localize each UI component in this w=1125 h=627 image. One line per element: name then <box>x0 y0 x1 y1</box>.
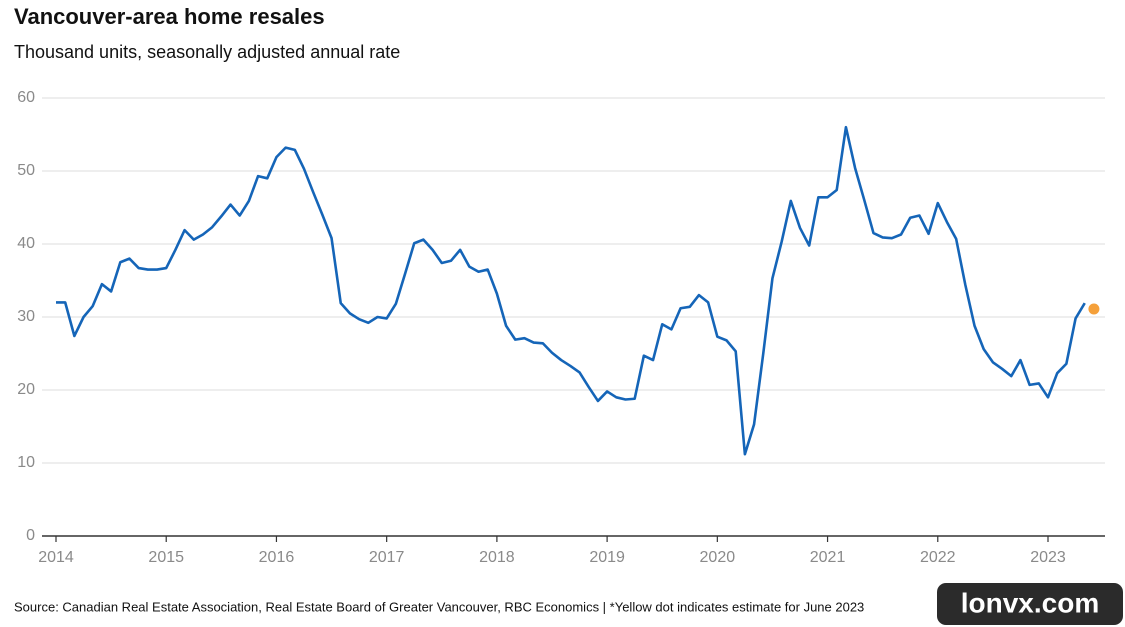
chart-title: Vancouver-area home resales <box>14 4 325 29</box>
watermark-box <box>937 583 1123 625</box>
x-tick-label: 2019 <box>589 549 625 566</box>
x-tick-label: 2023 <box>1030 549 1066 566</box>
x-tick-label: 2018 <box>479 549 515 566</box>
x-tick-label: 2014 <box>38 549 74 566</box>
chart-subtitle: Thousand units, seasonally adjusted annu… <box>14 42 400 62</box>
y-tick-label: 0 <box>26 527 35 544</box>
source-note: Source: Canadian Real Estate Association… <box>14 599 864 614</box>
x-tick-label: 2015 <box>148 549 184 566</box>
watermark: lonvx.com <box>961 587 1099 618</box>
y-tick-label: 20 <box>17 381 35 398</box>
y-tick-label: 40 <box>17 235 35 252</box>
y-tick-label: 60 <box>17 89 35 106</box>
y-tick-label: 10 <box>17 454 35 471</box>
x-tick-label: 2022 <box>920 549 956 566</box>
y-tick-label: 30 <box>17 308 35 325</box>
x-tick-label: 2020 <box>700 549 736 566</box>
y-tick-label: 50 <box>17 162 35 179</box>
estimate-dot <box>1088 303 1100 315</box>
data-line <box>56 125 1086 456</box>
x-tick-label: 2016 <box>259 549 295 566</box>
x-tick-label: 2021 <box>810 549 846 566</box>
plot-area: 0 10 20 30 40 50 60 2014 2015 2016 2017 2018 2019 202… <box>17 89 1105 566</box>
x-tick-label: 2017 <box>369 549 405 566</box>
